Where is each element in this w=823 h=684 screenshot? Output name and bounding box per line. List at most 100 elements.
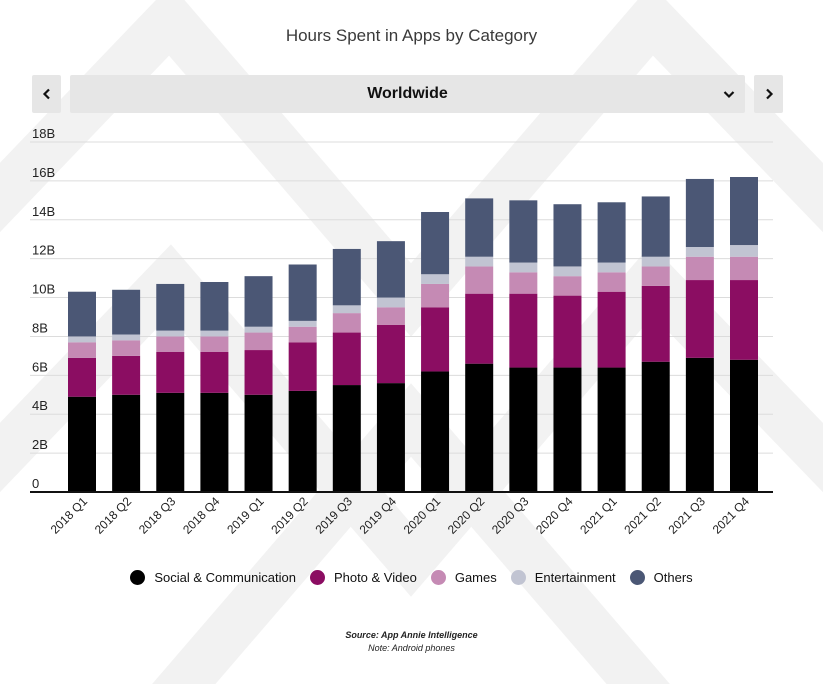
y-tick-label: 18B [32,126,55,141]
bar-segment [332,305,361,314]
y-tick-label: 10B [32,282,55,297]
bar-segment [244,350,273,395]
bar-segment [685,178,714,247]
legend-swatch [629,570,645,585]
bar-segment [200,330,229,337]
bar-segment [112,334,141,341]
bar-segment [200,336,229,352]
x-tick-label: 2019 Q3 [312,494,355,537]
bar-segment [509,367,538,492]
bar-segment [685,357,714,492]
y-tick-label: 2B [32,437,48,452]
bar-segment [685,256,714,281]
bar-segment [68,291,96,337]
legend-label: Photo & Video [333,570,417,585]
legend-item: Games [430,570,497,585]
bar-segment [421,371,450,492]
bar-segment [730,280,758,360]
bar-segment [597,272,626,292]
bar-segment [597,202,626,263]
y-tick-label: 14B [32,204,55,219]
bar-segment [421,283,450,308]
x-tick-label: 2018 Q1 [48,494,91,537]
legend-item: Photo & Video [309,570,417,585]
chevron-left-icon [42,88,50,100]
bar-segment [376,297,405,308]
legend-swatch [510,570,526,585]
legend-swatch [309,570,325,585]
stacked-bar-chart: 0 2B 4B 6B 8B 10B 12B 14B 16B 18B 2018 Q1 2018 Q2 20… [30,126,773,537]
bar-segment [421,274,450,284]
bar-segment [509,272,538,294]
bar-segment [112,289,141,335]
x-tick-label: 2019 Q1 [224,494,267,537]
x-tick-label: 2020 Q4 [533,494,576,537]
bar-segment [641,361,670,492]
bar-segment [332,332,361,386]
legend-swatch [430,570,446,585]
x-tick-label: 2019 Q2 [268,494,311,537]
bar-segment [730,256,758,281]
bar-segment [553,266,582,277]
bar-segment [509,200,538,263]
x-tick-label: 2020 Q1 [401,494,444,537]
bar-segment [641,266,670,286]
bar-segment [465,256,494,267]
bar-segment [641,285,670,362]
y-tick-label: 6B [32,359,48,374]
bar-segment [465,198,494,257]
legend-item: Social & Communication [130,570,296,585]
bar-segment [509,262,538,273]
bar-segment [244,394,273,492]
bar-segment [156,330,185,337]
region-dropdown[interactable]: Worldwide [70,75,745,113]
y-tick-label: 8B [32,320,48,335]
x-tick-label: 2021 Q3 [666,494,709,537]
bar-segment [156,392,185,492]
bar-segment [200,282,229,331]
bar-segment [553,276,582,296]
x-tick-label: 2019 Q4 [357,494,400,537]
bar-segment [112,394,141,492]
bar-segment [553,367,582,492]
y-tick-label: 0 [32,476,39,491]
legend-label: Others [653,570,693,585]
bar-segment [68,342,96,358]
bar-segment [288,390,317,492]
bar-segment [641,196,670,257]
bar-segment [597,291,626,368]
note-text: Note: Android phones [368,643,455,653]
bar-segment [68,396,96,492]
bar-segment [156,336,185,352]
bar-segment [730,177,758,246]
bar-segment [465,363,494,492]
bar-segment [685,247,714,257]
bar-segment [200,392,229,492]
x-tick-label: 2018 Q2 [92,494,135,537]
bar-segment [465,293,494,364]
chart-legend: Social & Communication Photo & Video Games… [0,570,823,585]
x-tick-label: 2018 Q4 [180,494,223,537]
bar-segment [421,307,450,372]
chevron-right-icon [765,88,773,100]
y-tick-label: 12B [32,243,55,258]
x-tick-label: 2021 Q1 [577,494,620,537]
bar-segment [376,324,405,384]
bar-segment [685,280,714,358]
bar-segment [332,385,361,492]
y-tick-label: 16B [32,165,55,180]
legend-item: Entertainment [510,570,616,585]
legend-label: Games [454,570,497,585]
bar-segment [509,293,538,368]
chevron-down-icon [723,91,735,99]
legend-swatch [130,570,146,585]
bar-segment [112,355,141,395]
bar-segment [112,340,141,356]
y-tick-label: 4B [32,398,48,413]
bar-segment [332,248,361,306]
next-button[interactable] [754,75,783,113]
x-tick-label: 2020 Q2 [445,494,488,537]
previous-button[interactable] [32,75,61,113]
bar-segment [553,295,582,368]
bar-segment [156,283,185,331]
